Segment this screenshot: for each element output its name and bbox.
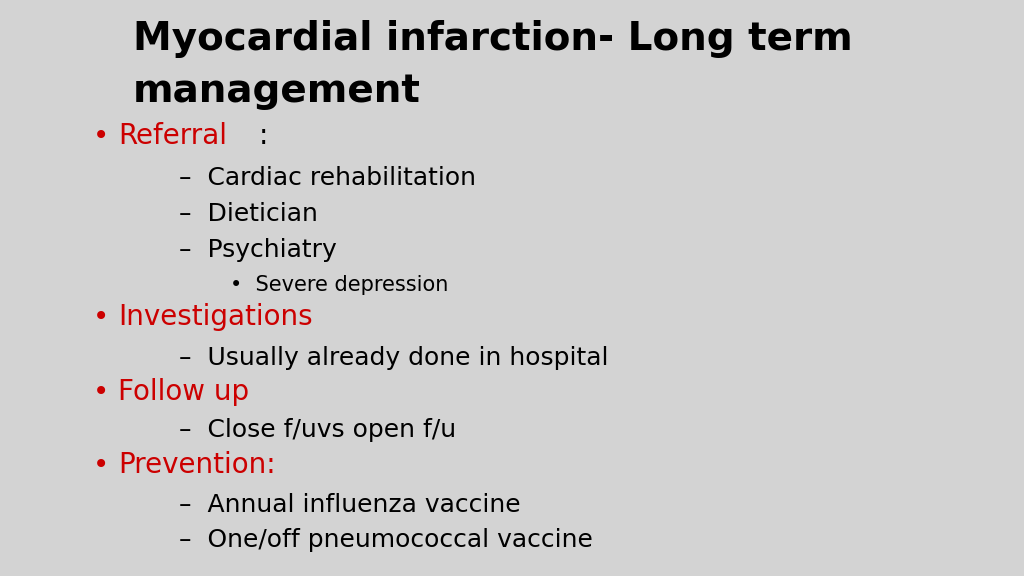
Text: •: • [93, 378, 110, 406]
Text: Investigations: Investigations [118, 303, 312, 331]
Text: management: management [133, 72, 421, 110]
Text: –  Usually already done in hospital: – Usually already done in hospital [179, 346, 608, 370]
Text: Prevention:: Prevention: [118, 451, 275, 479]
Text: Follow up: Follow up [118, 378, 249, 406]
Text: –  Annual influenza vaccine: – Annual influenza vaccine [179, 493, 521, 517]
Text: Referral: Referral [118, 122, 226, 150]
Text: –  Dietician: – Dietician [179, 202, 318, 226]
Text: –  Psychiatry: – Psychiatry [179, 237, 337, 262]
Text: •: • [93, 122, 110, 150]
Text: –  One/off pneumococcal vaccine: – One/off pneumococcal vaccine [179, 528, 593, 552]
Text: •  Severe depression: • Severe depression [230, 275, 449, 295]
Text: :: : [258, 122, 268, 150]
Text: Myocardial infarction- Long term: Myocardial infarction- Long term [133, 20, 853, 58]
Text: –  Cardiac rehabilitation: – Cardiac rehabilitation [179, 166, 476, 190]
Text: •: • [93, 451, 110, 479]
Text: –  Close f/uvs open f/u: – Close f/uvs open f/u [179, 418, 457, 442]
Text: •: • [93, 303, 110, 331]
